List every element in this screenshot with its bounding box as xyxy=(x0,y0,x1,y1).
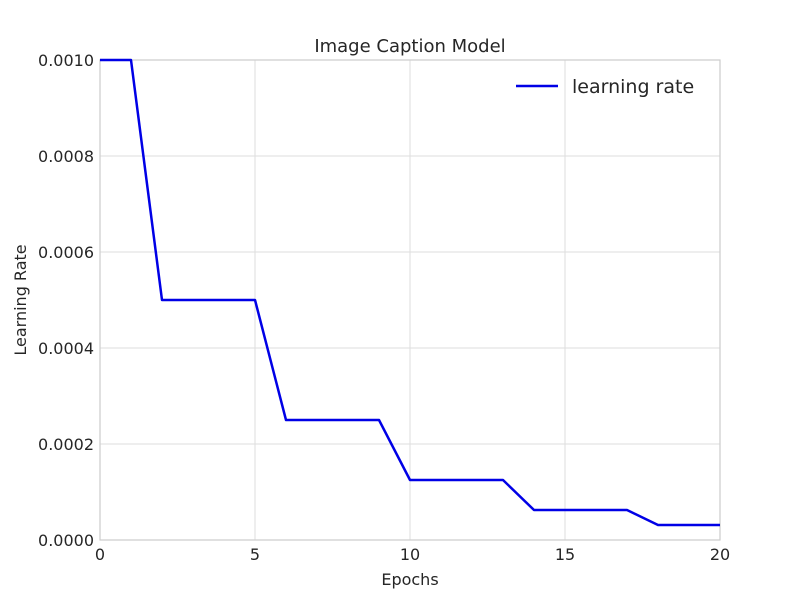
x-tick-label: 5 xyxy=(250,545,260,564)
y-tick-label: 0.0008 xyxy=(38,147,94,166)
legend: learning rate xyxy=(516,76,694,98)
x-axis: 0 5 10 15 20 xyxy=(95,545,730,564)
y-tick-label: 0.0002 xyxy=(38,435,94,454)
x-tick-label: 15 xyxy=(555,545,575,564)
x-axis-label: Epochs xyxy=(381,570,438,589)
y-tick-label: 0.0004 xyxy=(38,339,94,358)
y-axis: 0.0000 0.0002 0.0004 0.0006 0.0008 0.0010 xyxy=(38,51,94,550)
y-tick-label: 0.0010 xyxy=(38,51,94,70)
y-tick-label: 0.0006 xyxy=(38,243,94,262)
y-axis-label: Learning Rate xyxy=(11,244,30,355)
x-tick-label: 10 xyxy=(400,545,420,564)
chart-title: Image Caption Model xyxy=(314,36,505,57)
series-layer xyxy=(100,58,720,527)
plot-area xyxy=(99,59,721,541)
legend-label: learning rate xyxy=(572,76,694,98)
x-tick-label: 0 xyxy=(95,545,105,564)
series-line-learning-rate xyxy=(100,58,720,527)
x-tick-label: 20 xyxy=(710,545,730,564)
y-tick-label: 0.0000 xyxy=(38,531,94,550)
